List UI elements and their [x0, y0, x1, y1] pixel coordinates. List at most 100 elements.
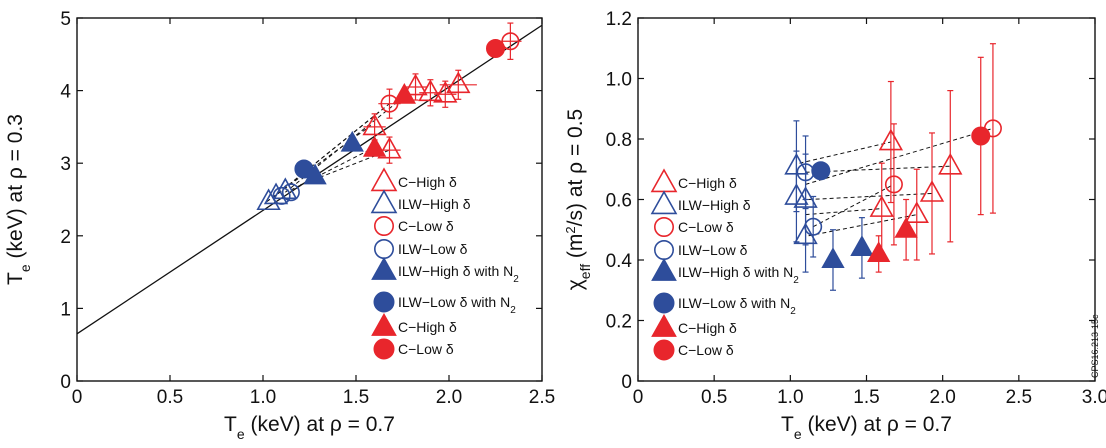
y-tick-label: 0.4 [606, 251, 633, 272]
data-point [377, 136, 402, 159]
data-point [878, 128, 904, 151]
legend-marker [373, 291, 395, 313]
data-point [971, 126, 991, 146]
figure-stamp: CPS16.213-15c [1090, 314, 1100, 378]
left-panel: 0 0.5 1.0 1.5 2.0 2.5 0 1 2 3 4 5 Te (keV) at ρ = 0.… [4, 9, 555, 442]
legend-label: C−Low δ [678, 219, 734, 235]
data-point [850, 235, 874, 256]
y-tick-label: 0.8 [606, 130, 632, 151]
legend-marker [650, 190, 678, 215]
legend-marker [653, 339, 675, 361]
legend-label: ILW−Low δ [398, 241, 468, 257]
legend-label: ILW−Low δ [678, 242, 748, 258]
data-point [486, 38, 505, 58]
dashed-link [277, 103, 390, 195]
data-point [446, 71, 471, 94]
data-point [804, 217, 823, 236]
y-tick-label: 1.2 [606, 9, 632, 30]
x-axis-label: Te (keV) at ρ = 0.7 [781, 413, 952, 442]
y-tick-label: 5 [60, 9, 71, 30]
data-point [281, 183, 300, 202]
data-point [362, 135, 387, 157]
data-point [263, 182, 289, 205]
legend-marker [651, 313, 677, 337]
x-tick-label: 0 [633, 387, 644, 408]
x-axis-label: Te (keV) at ρ = 0.7 [224, 413, 395, 442]
data-point [793, 222, 818, 245]
data-point [869, 195, 894, 217]
y-tick-label: 2 [60, 227, 71, 248]
data-point [392, 82, 417, 104]
x-tick-label: 1.0 [250, 387, 276, 408]
legend-marker [370, 167, 398, 192]
dashed-link [805, 127, 994, 185]
legend-label: C−High δ [398, 174, 457, 190]
data-point [884, 175, 903, 194]
y-tick-label: 4 [60, 82, 71, 103]
legend-marker [653, 217, 674, 238]
legend-marker [653, 292, 675, 314]
legend-label: C−High δ [678, 175, 737, 191]
legend-label: ILW−Low δ with N2 [678, 295, 796, 317]
legend-label: C−High δ [398, 319, 457, 335]
x-tick-label: 2.0 [436, 387, 462, 408]
x-tick-label: 2.5 [529, 387, 555, 408]
data-point [403, 73, 428, 96]
data-point [919, 180, 945, 202]
y-tick-label: 0 [60, 372, 71, 393]
legend-marker [373, 338, 395, 360]
y-tick-label: 0.6 [606, 191, 632, 212]
legend-marker [371, 312, 397, 336]
legend-marker [373, 216, 394, 237]
y-axis-label: Te (keV) at ρ = 0.3 [4, 114, 33, 285]
x-tick-label: 1.5 [853, 387, 879, 408]
legend-label: ILW−Low δ with N2 [398, 294, 516, 316]
x-tick-label: 1.5 [343, 387, 369, 408]
legend-label: ILW−High δ with N2 [678, 264, 799, 286]
x-tick-label: 0.5 [157, 387, 183, 408]
data-point [867, 241, 891, 263]
legend-marker [653, 240, 674, 261]
dashed-link [805, 208, 882, 216]
dashed-link [808, 214, 917, 237]
data-point [938, 152, 963, 175]
x-tick-label: 2.5 [1006, 387, 1032, 408]
x-tick-label: 3.0 [1082, 387, 1106, 408]
data-point [894, 217, 918, 238]
x-tick-label: 0 [72, 387, 83, 408]
legend-label: ILW−High δ with N2 [398, 263, 519, 285]
data-point [340, 130, 364, 152]
legend-marker [651, 257, 677, 281]
legend-label: ILW−High δ [398, 196, 471, 212]
legend-label: C−Low δ [678, 342, 734, 358]
y-tick-label: 3 [60, 154, 71, 175]
data-point [272, 186, 291, 205]
legend-label: C−High δ [678, 320, 737, 336]
legend-marker [371, 256, 397, 280]
x-tick-label: 2.0 [929, 387, 955, 408]
data-point [501, 32, 520, 51]
legend-label: ILW−High δ [678, 197, 751, 213]
data-point [362, 113, 387, 136]
legend-marker [370, 189, 398, 214]
dashed-link [285, 96, 405, 193]
y-tick-label: 1.0 [606, 70, 632, 91]
plot-frame [76, 17, 543, 382]
legend-label: C−Low δ [398, 341, 454, 357]
data-point [811, 161, 831, 181]
x-tick-label: 0.5 [701, 387, 727, 408]
data-point [821, 247, 845, 269]
legend-label: C−Low δ [398, 218, 454, 234]
right-panel: 0 0.5 1.0 1.5 2.0 2.5 3.0 0 0.2 0.4 0.6 0.8 1.0 1.2 Te… [563, 9, 1106, 442]
y-tick-label: 1 [60, 299, 71, 320]
dashed-link [799, 141, 891, 164]
y-tick-label: 0.2 [606, 312, 632, 333]
y-tick-label: 0 [621, 372, 632, 393]
dashed-link [812, 183, 895, 228]
legend-marker [650, 168, 678, 193]
data-point [793, 186, 818, 208]
x-tick-label: 1.0 [777, 387, 803, 408]
data-point [418, 79, 443, 102]
y-axis-label: χeff (m2/s) at ρ = 0.5 [563, 109, 594, 291]
